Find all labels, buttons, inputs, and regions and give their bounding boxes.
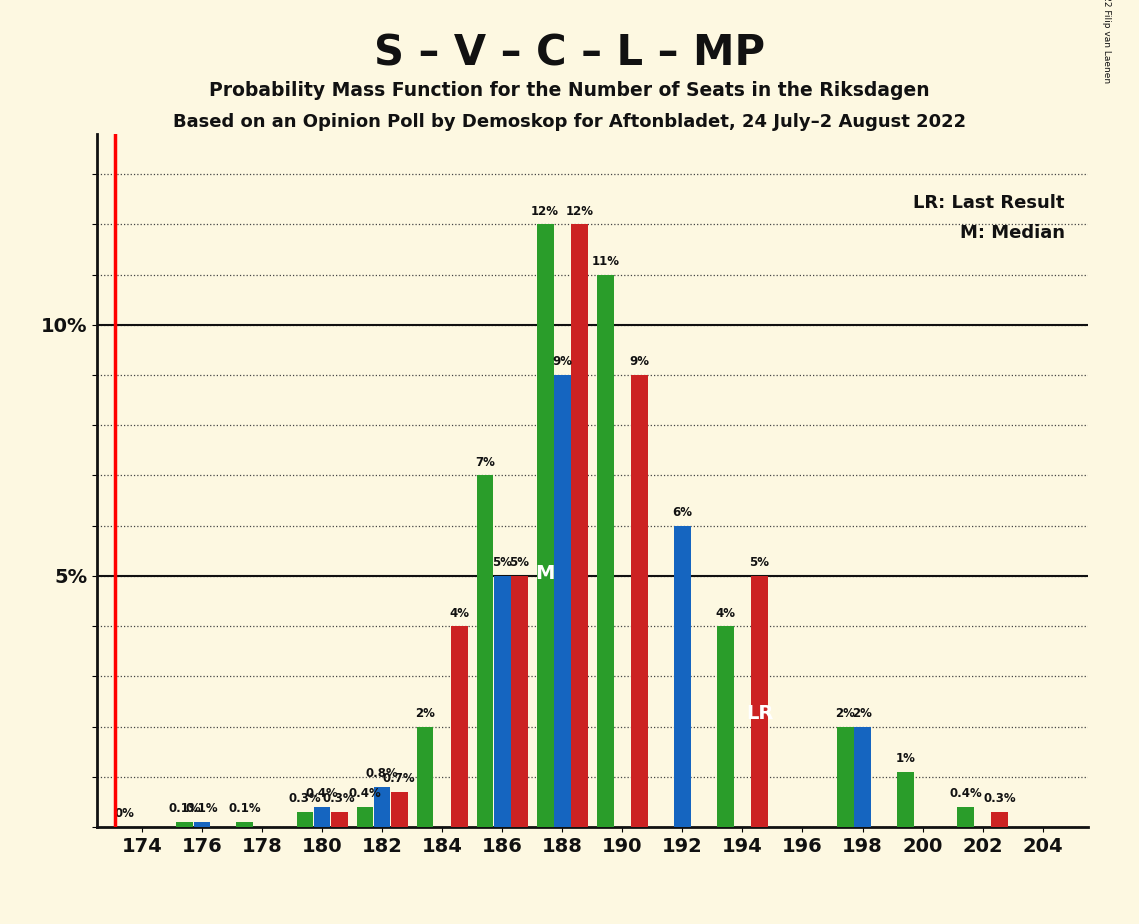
Text: 0.1%: 0.1% xyxy=(186,802,219,816)
Text: 6%: 6% xyxy=(672,506,693,519)
Bar xyxy=(631,375,648,827)
Bar xyxy=(716,626,734,827)
Text: 4%: 4% xyxy=(715,606,736,620)
Bar xyxy=(451,626,468,827)
Bar xyxy=(391,792,408,827)
Text: 2%: 2% xyxy=(836,707,855,720)
Bar xyxy=(536,225,554,827)
Text: 12%: 12% xyxy=(565,205,593,218)
Bar xyxy=(237,822,253,827)
Bar xyxy=(674,526,690,827)
Bar xyxy=(177,822,194,827)
Text: 1%: 1% xyxy=(895,752,916,765)
Text: M: M xyxy=(535,565,555,583)
Text: LR: LR xyxy=(746,704,773,723)
Text: M: Median: M: Median xyxy=(960,224,1065,241)
Bar xyxy=(511,576,527,827)
Text: 12%: 12% xyxy=(531,205,559,218)
Text: 9%: 9% xyxy=(630,356,649,369)
Text: 2%: 2% xyxy=(853,707,872,720)
Text: 0.4%: 0.4% xyxy=(305,787,338,800)
Bar xyxy=(837,726,854,827)
Text: 0%: 0% xyxy=(115,808,134,821)
Text: 0.1%: 0.1% xyxy=(169,802,202,816)
Text: Probability Mass Function for the Number of Seats in the Riksdagen: Probability Mass Function for the Number… xyxy=(210,81,929,101)
Bar xyxy=(296,812,313,827)
Bar xyxy=(554,375,571,827)
Bar xyxy=(476,476,493,827)
Text: 0.8%: 0.8% xyxy=(366,767,399,780)
Text: 0.4%: 0.4% xyxy=(349,787,382,800)
Bar xyxy=(957,807,974,827)
Text: 11%: 11% xyxy=(591,255,620,268)
Text: 0.3%: 0.3% xyxy=(322,793,355,806)
Text: LR: Last Result: LR: Last Result xyxy=(913,194,1065,212)
Text: 5%: 5% xyxy=(749,556,770,569)
Bar xyxy=(494,576,510,827)
Text: 0.7%: 0.7% xyxy=(383,772,416,785)
Text: 5%: 5% xyxy=(492,556,513,569)
Text: 7%: 7% xyxy=(475,456,495,469)
Text: Based on an Opinion Poll by Demoskop for Aftonbladet, 24 July–2 August 2022: Based on an Opinion Poll by Demoskop for… xyxy=(173,113,966,130)
Text: 2%: 2% xyxy=(415,707,435,720)
Bar xyxy=(357,807,374,827)
Bar xyxy=(374,787,391,827)
Bar xyxy=(417,726,434,827)
Bar xyxy=(898,772,913,827)
Text: S – V – C – L – MP: S – V – C – L – MP xyxy=(374,32,765,74)
Text: 4%: 4% xyxy=(449,606,469,620)
Bar xyxy=(571,225,588,827)
Bar xyxy=(991,812,1008,827)
Text: © 2022 Filip van Laenen: © 2022 Filip van Laenen xyxy=(1101,0,1111,83)
Bar xyxy=(194,822,211,827)
Bar xyxy=(854,726,871,827)
Text: 9%: 9% xyxy=(552,356,572,369)
Bar xyxy=(597,274,614,827)
Text: 0.1%: 0.1% xyxy=(229,802,261,816)
Text: 5%: 5% xyxy=(509,556,530,569)
Bar xyxy=(330,812,347,827)
Text: 0.3%: 0.3% xyxy=(288,793,321,806)
Bar xyxy=(751,576,768,827)
Text: 0.3%: 0.3% xyxy=(983,793,1016,806)
Bar xyxy=(313,807,330,827)
Text: 0.4%: 0.4% xyxy=(949,787,982,800)
